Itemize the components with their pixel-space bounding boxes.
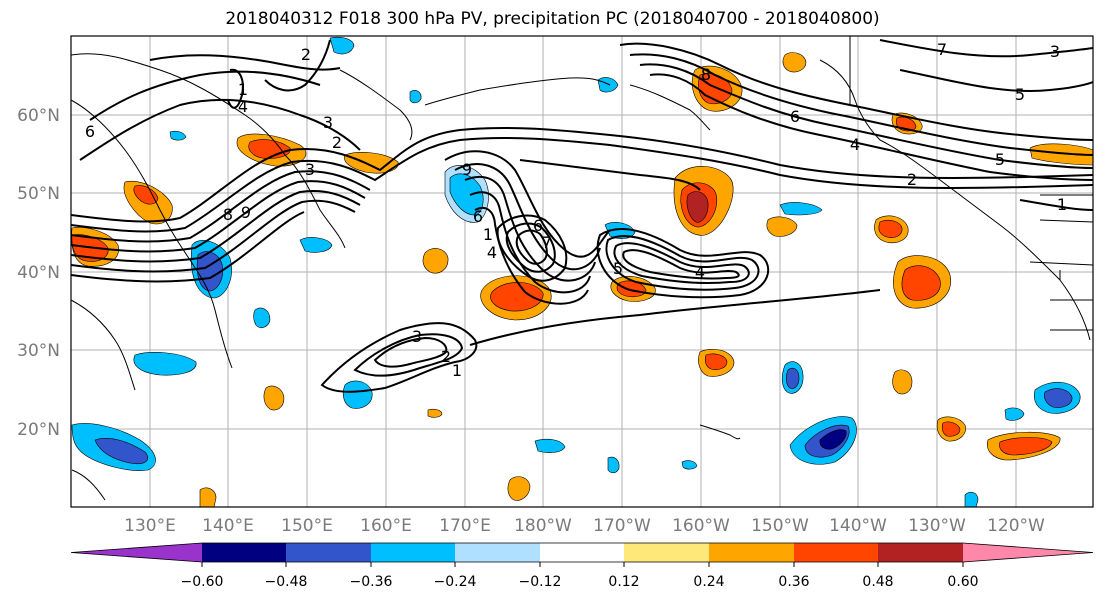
contour-label: 3 <box>305 160 315 179</box>
contour-label: 9 <box>462 160 472 179</box>
colorbar-tick-label: −0.36 <box>350 574 393 590</box>
lon-tick-label: 150°E <box>281 516 333 536</box>
latitude-tick-labels: 60°N 50°N 40°N 30°N 20°N <box>17 106 60 440</box>
colorbar-swatch <box>878 543 963 562</box>
lon-tick-label: 170°E <box>439 516 491 536</box>
contour-label: 5 <box>995 150 1005 169</box>
contour-label: 6 <box>790 107 800 126</box>
contour-label: 4 <box>850 135 860 154</box>
map-title: 2018040312 F018 300 hPa PV, precipitatio… <box>225 9 880 29</box>
lon-tick-label: 130°W <box>908 516 966 536</box>
lon-tick-label: 160°E <box>360 516 412 536</box>
contour-label: 1 <box>483 225 493 244</box>
contour-label: 2 <box>332 133 342 152</box>
lon-tick-label: 170°W <box>593 516 651 536</box>
colorbar-tick-label: −0.12 <box>519 574 562 590</box>
colorbar-tick-label: 0.24 <box>693 574 724 590</box>
colorbar-tick-label: 0.48 <box>862 574 893 590</box>
colorbar-swatch <box>709 543 794 562</box>
lon-tick-label: 160°W <box>672 516 730 536</box>
contour-label: 5 <box>1015 85 1025 104</box>
lon-tick-label: 180°W <box>514 516 572 536</box>
contour-label: 6 <box>85 122 95 141</box>
contour-label: 1 <box>238 80 248 99</box>
contour-label: 4 <box>695 263 705 282</box>
contour-label: 7 <box>937 40 947 59</box>
longitude-tick-labels: 130°E 140°E 150°E 160°E 170°E 180°W 170°… <box>124 516 1045 536</box>
colorbar-swatch <box>624 543 709 562</box>
colorbar-swatch <box>794 543 878 562</box>
colorbar-swatch <box>371 543 455 562</box>
colorbar-swatch <box>455 543 540 562</box>
lon-tick-label: 140°W <box>829 516 887 536</box>
lon-tick-label: 120°W <box>987 516 1045 536</box>
colorbar-tick-label: 0.60 <box>947 574 978 590</box>
lon-tick-label: 130°E <box>124 516 176 536</box>
contour-label: 3 <box>412 327 422 346</box>
colorbar-tick-label: −0.24 <box>434 574 477 590</box>
colorbar-tick-label: 0.36 <box>778 574 809 590</box>
colorbar-swatch <box>286 543 371 562</box>
colorbar-tick-label: −0.48 <box>265 574 308 590</box>
colorbar-tick-labels: −0.60 −0.48 −0.36 −0.24 −0.12 0.12 0.24 … <box>181 574 979 590</box>
contour-label: 4 <box>487 243 497 262</box>
lat-tick-label: 20°N <box>17 420 60 440</box>
contour-label: 4 <box>238 97 248 116</box>
colorbar-swatch <box>71 543 202 562</box>
contour-label: 1 <box>452 361 462 380</box>
lat-tick-label: 30°N <box>17 341 60 361</box>
contour-label: 5 <box>613 259 623 278</box>
coastlines <box>71 36 1093 501</box>
colorbar-tick-label: −0.60 <box>181 574 224 590</box>
contour-label: 8 <box>701 65 711 84</box>
contour-label: 2 <box>441 347 451 366</box>
colorbar-tick-label: 0.12 <box>608 574 639 590</box>
contour-label: 2 <box>301 45 311 64</box>
contour-label: 6 <box>473 207 483 226</box>
contour-label: 3 <box>323 113 333 132</box>
colorbar <box>70 542 1094 567</box>
contour-label: 6 <box>533 216 543 235</box>
precip-negative-areas <box>71 36 1081 507</box>
pv-contours <box>71 39 1093 393</box>
colorbar-swatch <box>202 543 286 562</box>
lon-tick-label: 150°W <box>751 516 809 536</box>
plot-border <box>70 35 1094 508</box>
lat-tick-label: 50°N <box>17 184 60 204</box>
contour-label: 3 <box>1050 42 1060 61</box>
lon-tick-label: 140°E <box>202 516 254 536</box>
colorbar-swatch <box>963 543 1093 562</box>
contour-label: 2 <box>907 170 917 189</box>
contour-label: 7 <box>542 233 552 252</box>
contour-label: 8 <box>223 205 233 224</box>
lat-tick-label: 60°N <box>17 106 60 126</box>
colorbar-swatch <box>540 543 624 562</box>
contour-label: 9 <box>241 203 251 222</box>
contour-label: 1 <box>1057 195 1067 214</box>
lat-tick-label: 40°N <box>17 263 60 283</box>
